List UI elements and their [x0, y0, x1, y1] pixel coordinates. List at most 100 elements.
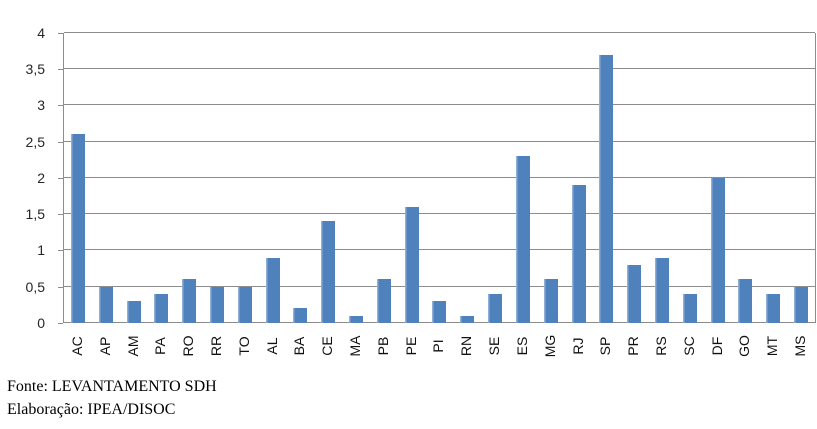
- x-axis-label: AL: [263, 337, 280, 355]
- bar-slot: [120, 33, 148, 323]
- bar-slot: [370, 33, 398, 323]
- bar: [488, 294, 503, 323]
- x-axis-label-slot: PA: [146, 324, 174, 370]
- bar: [404, 207, 419, 323]
- x-axis-label: RS: [652, 336, 669, 356]
- bar-series: [64, 33, 815, 323]
- y-axis-tick-label: 2: [37, 170, 45, 186]
- bar-slot: [676, 33, 704, 323]
- bar-slot: [648, 33, 676, 323]
- bar-slot: [314, 33, 342, 323]
- bar-slot: [287, 33, 315, 323]
- y-axis-tick-mark: [58, 323, 63, 324]
- x-axis-label: RJ: [569, 337, 586, 355]
- bar-slot: [92, 33, 120, 323]
- x-axis-label-slot: PB: [369, 324, 397, 370]
- bar-slot: [259, 33, 287, 323]
- x-axis: AC AP AM PA RO RR TO AL BA CE MA PB PE PI RN SE ES MG RJ SP…: [63, 324, 814, 370]
- bar: [349, 316, 364, 323]
- x-axis-label-slot: PI: [425, 324, 453, 370]
- gridline: [64, 32, 815, 33]
- y-axis-tick-label: 2,5: [25, 134, 45, 150]
- x-axis-label-slot: AM: [119, 324, 147, 370]
- x-axis-label: MG: [541, 334, 558, 358]
- y-axis-tick-label: 3,5: [25, 61, 45, 77]
- x-axis-label: PA: [152, 337, 169, 355]
- x-axis-label: GO: [736, 335, 753, 357]
- x-axis-label-slot: DF: [703, 324, 731, 370]
- x-axis-label: SC: [680, 336, 697, 356]
- bar-slot: [509, 33, 537, 323]
- x-axis-label-slot: RJ: [564, 324, 592, 370]
- source-note: Fonte: LEVANTAMENTO SDH Elaboração: IPEA…: [7, 375, 217, 421]
- bar: [182, 279, 197, 323]
- x-axis-label-slot: CE: [313, 324, 341, 370]
- gridline: [64, 68, 815, 69]
- x-axis-label: AC: [68, 336, 85, 356]
- bar: [794, 287, 809, 323]
- x-axis-label: BA: [291, 336, 308, 356]
- x-axis-label-slot: SC: [675, 324, 703, 370]
- x-axis-label-slot: SE: [480, 324, 508, 370]
- x-axis-label: ES: [513, 336, 530, 356]
- x-axis-label-slot: RO: [174, 324, 202, 370]
- bar-slot: [732, 33, 760, 323]
- x-axis-label: MS: [792, 335, 809, 357]
- bar: [209, 287, 224, 323]
- bar: [376, 279, 391, 323]
- x-axis-label: RO: [180, 335, 197, 357]
- bar: [766, 294, 781, 323]
- y-axis-tick-mark: [58, 69, 63, 70]
- bar-slot: [203, 33, 231, 323]
- x-axis-label: PR: [625, 336, 642, 356]
- x-axis-label: RR: [207, 335, 224, 357]
- bar: [627, 265, 642, 323]
- x-axis-label: AM: [124, 335, 141, 357]
- bar: [515, 156, 530, 323]
- y-axis-tick-label: 1,5: [25, 206, 45, 222]
- bar: [682, 294, 697, 323]
- bar: [237, 287, 252, 323]
- x-axis-label-slot: MT: [758, 324, 786, 370]
- bar: [543, 279, 558, 323]
- bar-slot: [342, 33, 370, 323]
- x-axis-label-slot: PR: [619, 324, 647, 370]
- y-axis-tick-mark: [58, 178, 63, 179]
- bar: [126, 301, 141, 323]
- x-axis-label: TO: [235, 336, 252, 356]
- x-axis-label-slot: AC: [63, 324, 91, 370]
- gridline: [64, 141, 815, 142]
- y-axis-tick-mark: [58, 250, 63, 251]
- y-axis-tick-label: 3: [37, 97, 45, 113]
- bar-slot: [592, 33, 620, 323]
- bar: [599, 55, 614, 323]
- bar: [98, 287, 113, 323]
- bar-slot: [453, 33, 481, 323]
- x-axis-label: MA: [347, 335, 364, 357]
- bar-slot: [64, 33, 92, 323]
- bar: [70, 134, 85, 323]
- x-axis-label-slot: RN: [452, 324, 480, 370]
- x-axis-label-slot: MG: [536, 324, 564, 370]
- x-axis-label: PI: [430, 339, 447, 353]
- x-axis-label: PB: [374, 336, 391, 356]
- gridline: [64, 177, 815, 178]
- x-axis-label: AP: [96, 336, 113, 356]
- bar-slot: [175, 33, 203, 323]
- bar-slot: [426, 33, 454, 323]
- bar: [710, 178, 725, 323]
- y-axis-tick-mark: [58, 105, 63, 106]
- y-axis-tick-label: 4: [37, 25, 45, 41]
- bar-slot: [620, 33, 648, 323]
- x-axis-label: RN: [458, 335, 475, 357]
- bar-slot: [231, 33, 259, 323]
- x-axis-label: CE: [319, 336, 336, 356]
- x-axis-label-slot: MA: [341, 324, 369, 370]
- bar-slot: [481, 33, 509, 323]
- gridline: [64, 286, 815, 287]
- y-axis-tick-mark: [58, 214, 63, 215]
- x-axis-label: SE: [486, 336, 503, 356]
- y-axis-tick-label: 0: [37, 315, 45, 331]
- x-axis-label-slot: AL: [258, 324, 286, 370]
- bar-slot: [759, 33, 787, 323]
